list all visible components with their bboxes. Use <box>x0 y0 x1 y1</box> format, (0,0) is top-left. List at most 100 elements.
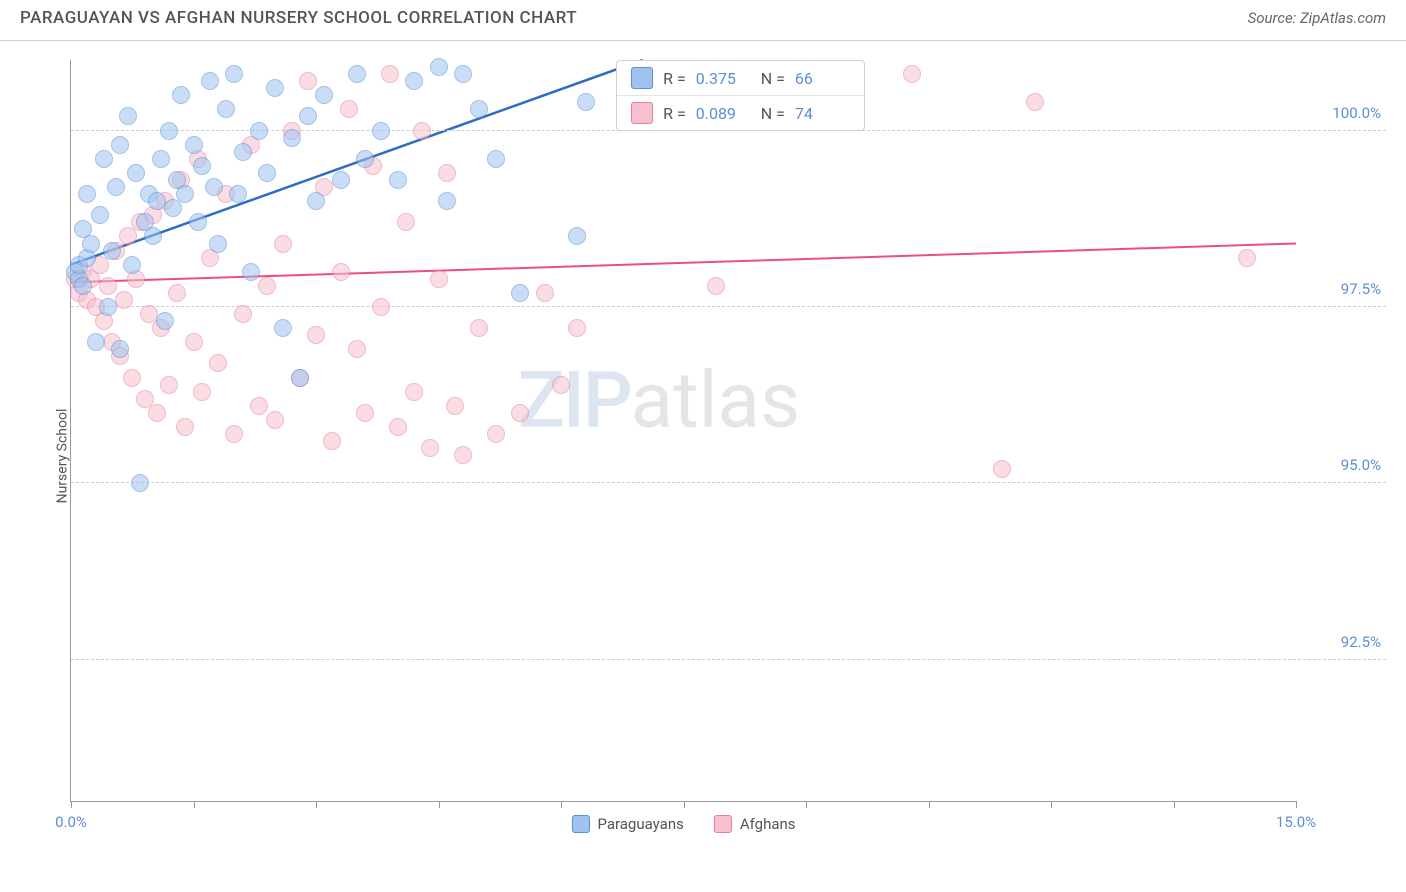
legend-swatch <box>631 102 653 124</box>
x-tick-label: 0.0% <box>55 813 87 831</box>
data-point <box>438 164 456 182</box>
n-value: 66 <box>795 69 850 88</box>
data-point <box>160 376 178 394</box>
data-point <box>340 100 358 118</box>
data-point <box>454 65 472 83</box>
series-legend: Paraguayans Afghans <box>571 815 795 833</box>
data-point <box>250 122 268 140</box>
data-point <box>168 284 186 302</box>
data-point <box>405 383 423 401</box>
watermark: ZIPatlas <box>518 355 801 446</box>
data-point <box>156 312 174 330</box>
data-point <box>209 354 227 372</box>
data-point <box>119 227 137 245</box>
data-point <box>307 192 325 210</box>
data-point <box>1026 93 1044 111</box>
y-tick-label: 100.0% <box>1332 104 1381 122</box>
data-point <box>332 171 350 189</box>
x-tick <box>684 801 685 808</box>
data-point <box>430 58 448 76</box>
x-tick <box>194 801 195 808</box>
data-point <box>315 86 333 104</box>
y-tick-label: 95.0% <box>1341 456 1381 474</box>
data-point <box>438 192 456 210</box>
data-point <box>115 291 133 309</box>
chart-area: Nursery School ZIPatlas 92.5%95.0%97.5%1… <box>20 50 1386 862</box>
data-point <box>123 369 141 387</box>
gridline-h <box>71 659 1386 660</box>
data-point <box>903 65 921 83</box>
x-tick <box>1174 801 1175 808</box>
data-point <box>82 235 100 253</box>
data-point <box>91 206 109 224</box>
data-point <box>229 185 247 203</box>
y-tick-label: 97.5% <box>1341 280 1381 298</box>
gridline-h <box>71 306 1386 307</box>
r-label: R = <box>663 69 686 88</box>
data-point <box>348 65 366 83</box>
data-point <box>274 235 292 253</box>
data-point <box>372 122 390 140</box>
data-point <box>487 425 505 443</box>
legend-swatch <box>714 815 732 833</box>
data-point <box>372 298 390 316</box>
data-point <box>234 143 252 161</box>
data-point <box>707 277 725 295</box>
data-point <box>430 270 448 288</box>
x-tick <box>439 801 440 808</box>
data-point <box>148 192 166 210</box>
source-prefix: Source: <box>1248 9 1300 27</box>
data-point <box>176 418 194 436</box>
correlation-legend-row: R =0.375N =66 <box>617 61 864 95</box>
data-point <box>234 305 252 323</box>
series-name: Afghans <box>740 815 796 833</box>
data-point <box>205 178 223 196</box>
data-point <box>201 72 219 90</box>
data-point <box>405 72 423 90</box>
n-label: N = <box>761 104 785 123</box>
data-point <box>144 227 162 245</box>
data-point <box>185 333 203 351</box>
x-tick <box>806 801 807 808</box>
watermark-light: atlas <box>631 355 801 446</box>
r-label: R = <box>663 104 686 123</box>
data-point <box>127 164 145 182</box>
data-point <box>291 369 309 387</box>
correlation-legend-row: R =0.089N =74 <box>617 95 864 130</box>
watermark-bold: ZIP <box>518 355 631 446</box>
data-point <box>87 333 105 351</box>
data-point <box>1238 249 1256 267</box>
n-value: 74 <box>795 104 850 123</box>
y-tick-label: 92.5% <box>1341 633 1381 651</box>
x-tick-label: 15.0% <box>1276 813 1316 831</box>
data-point <box>258 277 276 295</box>
data-point <box>111 340 129 358</box>
data-point <box>993 460 1011 478</box>
r-value: 0.375 <box>696 69 751 88</box>
data-point <box>470 100 488 118</box>
data-point <box>95 150 113 168</box>
data-point <box>511 404 529 422</box>
data-point <box>131 474 149 492</box>
data-point <box>348 340 366 358</box>
correlation-legend: R =0.375N =66R =0.089N =74 <box>616 60 865 131</box>
source-name: ZipAtlas.com <box>1300 9 1386 27</box>
data-point <box>123 256 141 274</box>
data-point <box>568 227 586 245</box>
data-point <box>356 404 374 422</box>
data-point <box>446 397 464 415</box>
data-point <box>389 418 407 436</box>
chart-source: Source: ZipAtlas.com <box>1248 9 1386 27</box>
data-point <box>103 242 121 260</box>
data-point <box>148 404 166 422</box>
data-point <box>421 439 439 457</box>
x-tick <box>1296 801 1297 808</box>
legend-swatch <box>631 67 653 89</box>
data-point <box>536 284 554 302</box>
data-point <box>470 319 488 337</box>
data-point <box>356 150 374 168</box>
data-point <box>176 185 194 203</box>
data-point <box>299 107 317 125</box>
data-point <box>552 376 570 394</box>
series-name: Paraguayans <box>597 815 683 833</box>
